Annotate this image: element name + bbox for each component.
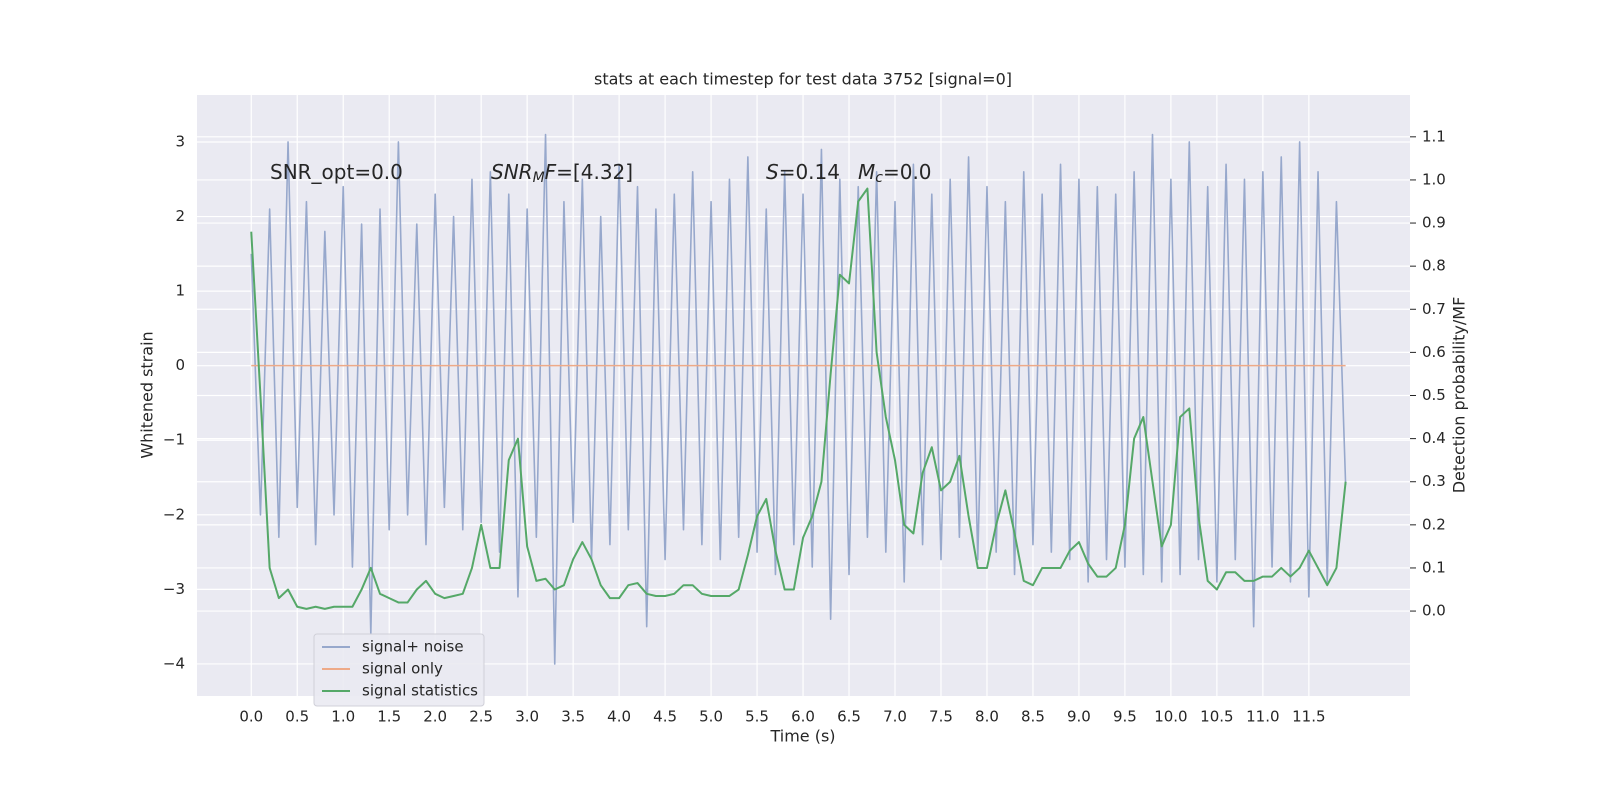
- chart-title: stats at each timestep for test data 375…: [594, 70, 1012, 89]
- y2-tick-label: 0.3: [1422, 472, 1446, 490]
- annotation-part: S: [766, 160, 779, 184]
- x-tick-label: 8.0: [975, 708, 999, 726]
- x-tick-label: 1.5: [377, 708, 401, 726]
- x-tick-label: 0.0: [239, 708, 263, 726]
- series-line: [250, 133, 1347, 665]
- x-tick-label: 7.5: [929, 708, 953, 726]
- y2-axis-label: Detection probability/MF: [1450, 297, 1469, 494]
- y2-tick-label: 0.9: [1422, 214, 1446, 232]
- legend-box: [313, 633, 485, 707]
- x-tick-label: 6.0: [791, 708, 815, 726]
- y2-tick-label: 1.1: [1422, 127, 1446, 145]
- x-tick-label: 11.5: [1292, 708, 1325, 726]
- annotation-part: =0.0: [883, 160, 932, 184]
- x-tick-label: 4.0: [607, 708, 631, 726]
- x-tick-label: 5.0: [699, 708, 723, 726]
- y2-tick-label: 0.0: [1422, 602, 1446, 620]
- y-tick-label: 3: [175, 132, 185, 150]
- x-tick-label: 9.5: [1113, 708, 1137, 726]
- x-tick-label: 2.5: [469, 708, 493, 726]
- annotation: Mc=0.0: [858, 160, 932, 187]
- x-tick-label: 6.5: [837, 708, 861, 726]
- x-tick-label: 7.0: [883, 708, 907, 726]
- annotation-part: SNR: [491, 160, 533, 184]
- annotation-part: F: [545, 160, 557, 184]
- legend-label: signal statistics: [362, 682, 478, 700]
- x-tick-label: 3.5: [561, 708, 585, 726]
- y2-tick-label: 0.2: [1422, 515, 1446, 533]
- y2-tick-label: 0.6: [1422, 343, 1446, 361]
- x-axis-label: Time (s): [769, 727, 835, 746]
- x-tick-label: 3.0: [515, 708, 539, 726]
- x-tick-label: 2.0: [423, 708, 447, 726]
- annotation: SNR_opt=0.0: [270, 160, 403, 184]
- annotation-part: c: [875, 170, 883, 186]
- x-tick-label: 10.0: [1154, 708, 1187, 726]
- y-tick-label: 1: [175, 282, 185, 300]
- x-tick-label: 1.0: [331, 708, 355, 726]
- y-tick-label: 2: [175, 207, 185, 225]
- legend-label: signal only: [362, 660, 443, 678]
- y2-tick-label: 0.4: [1422, 429, 1446, 447]
- annotation-part: =0.14: [779, 160, 840, 184]
- x-tick-label: 9.0: [1067, 708, 1091, 726]
- y-axis-label: Whitened strain: [138, 331, 157, 458]
- annotation: SNRMF=[4.32]: [491, 160, 633, 187]
- x-tick-label: 11.0: [1246, 708, 1279, 726]
- y2-tick-label: 0.7: [1422, 300, 1446, 318]
- annotation-part: =[4.32]: [556, 160, 633, 184]
- x-tick-label: 8.5: [1021, 708, 1045, 726]
- x-tick-label: 5.5: [745, 708, 769, 726]
- y-tick-label: −2: [163, 505, 185, 523]
- y2-tick-label: 0.1: [1422, 558, 1446, 576]
- y-tick-label: −4: [163, 654, 185, 672]
- series-line: [250, 187, 1347, 610]
- legend: signal+ noise signal only signal statistic…: [313, 633, 485, 707]
- y-tick-label: 0: [175, 356, 185, 374]
- x-tick-label: 4.5: [653, 708, 677, 726]
- y2-tick-label: 1.0: [1422, 170, 1446, 188]
- y2-tick-label: 0.8: [1422, 257, 1446, 275]
- legend-label: signal+ noise: [362, 638, 464, 656]
- annotation-part: M: [533, 170, 545, 186]
- annotation-part: M: [858, 160, 875, 184]
- x-tick-label: 0.5: [285, 708, 309, 726]
- annotation-part: SNR_opt=0.0: [270, 160, 403, 184]
- x-tick-label: 10.5: [1200, 708, 1233, 726]
- y-tick-label: −3: [163, 580, 185, 598]
- annotation: S=0.14: [766, 160, 840, 184]
- y2-tick-label: 0.5: [1422, 386, 1446, 404]
- y-tick-label: −1: [163, 431, 185, 449]
